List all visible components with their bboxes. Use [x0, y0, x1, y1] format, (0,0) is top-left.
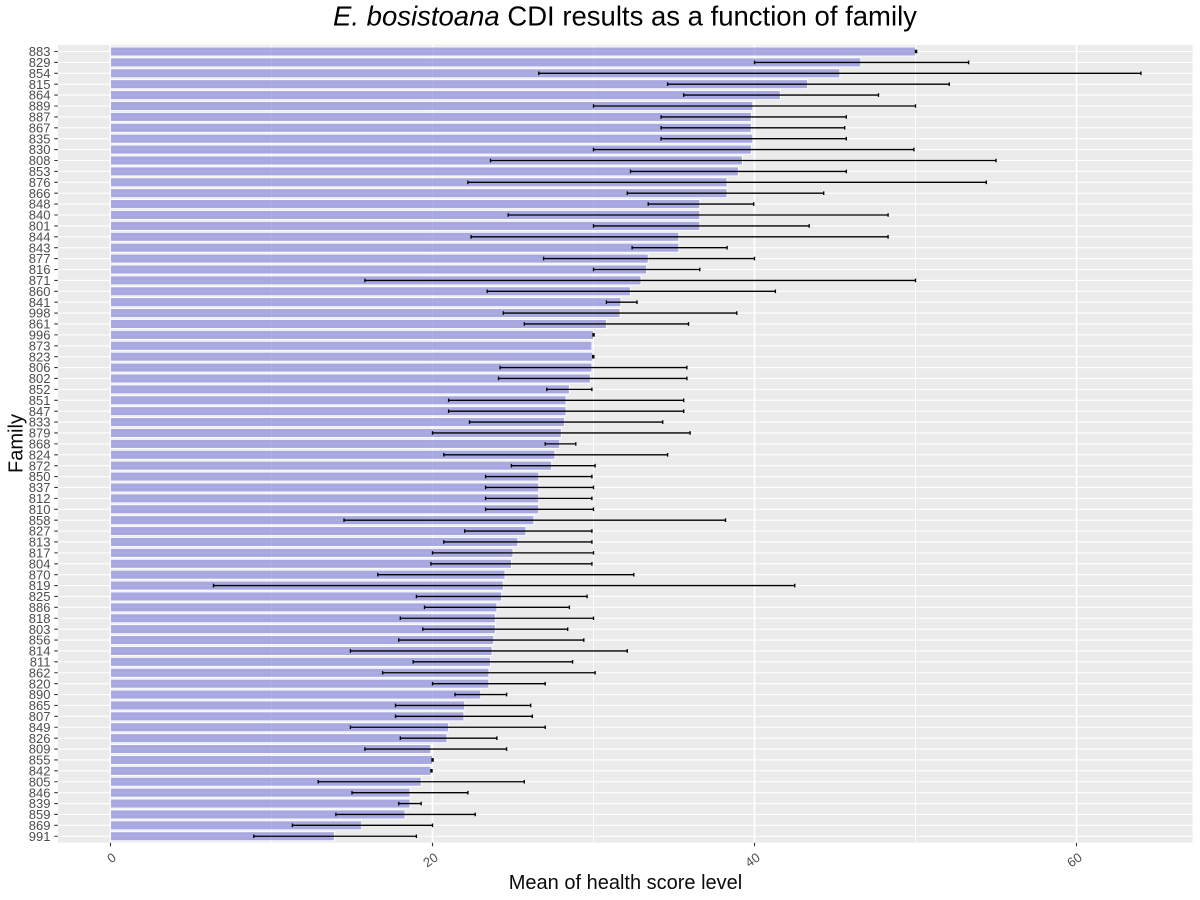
svg-text:801: 801: [29, 218, 51, 233]
svg-text:844: 844: [29, 229, 51, 244]
svg-text:866: 866: [29, 186, 51, 201]
svg-text:853: 853: [29, 164, 51, 179]
svg-text:827: 827: [29, 524, 51, 539]
svg-text:879: 879: [29, 426, 51, 441]
svg-text:848: 848: [29, 197, 51, 212]
svg-text:829: 829: [29, 55, 51, 70]
svg-text:840: 840: [29, 208, 51, 223]
svg-text:886: 886: [29, 600, 51, 615]
svg-text:864: 864: [29, 88, 51, 103]
svg-text:860: 860: [29, 284, 51, 299]
svg-text:856: 856: [29, 633, 51, 648]
svg-text:809: 809: [29, 742, 51, 757]
svg-text:810: 810: [29, 502, 51, 517]
svg-text:847: 847: [29, 404, 51, 419]
svg-text:814: 814: [29, 644, 51, 659]
svg-text:Mean of health score level: Mean of health score level: [509, 872, 742, 894]
svg-text:60: 60: [1064, 850, 1084, 871]
svg-text:816: 816: [29, 262, 51, 277]
svg-text:843: 843: [29, 240, 51, 255]
svg-text:852: 852: [29, 382, 51, 397]
svg-text:839: 839: [29, 796, 51, 811]
svg-text:991: 991: [29, 829, 51, 844]
svg-text:867: 867: [29, 120, 51, 135]
svg-text:E. bosistoana CDI results as a: E. bosistoana CDI results as a function …: [333, 1, 917, 32]
svg-text:812: 812: [29, 491, 51, 506]
svg-text:871: 871: [29, 273, 51, 288]
svg-text:830: 830: [29, 142, 51, 157]
svg-text:868: 868: [29, 436, 51, 451]
svg-text:876: 876: [29, 175, 51, 190]
svg-text:846: 846: [29, 785, 51, 800]
svg-text:815: 815: [29, 77, 51, 92]
svg-text:820: 820: [29, 676, 51, 691]
svg-text:819: 819: [29, 578, 51, 593]
svg-text:806: 806: [29, 360, 51, 375]
svg-text:873: 873: [29, 338, 51, 353]
svg-text:887: 887: [29, 110, 51, 125]
svg-text:20: 20: [420, 850, 440, 871]
svg-text:872: 872: [29, 458, 51, 473]
svg-text:998: 998: [29, 306, 51, 321]
svg-text:802: 802: [29, 371, 51, 386]
svg-text:883: 883: [29, 44, 51, 59]
svg-text:841: 841: [29, 295, 51, 310]
svg-text:824: 824: [29, 447, 51, 462]
svg-text:870: 870: [29, 567, 51, 582]
svg-text:835: 835: [29, 131, 51, 146]
svg-text:825: 825: [29, 589, 51, 604]
svg-text:823: 823: [29, 349, 51, 364]
svg-text:805: 805: [29, 774, 51, 789]
svg-text:849: 849: [29, 720, 51, 735]
svg-text:861: 861: [29, 317, 51, 332]
svg-text:996: 996: [29, 327, 51, 342]
svg-text:837: 837: [29, 480, 51, 495]
svg-text:842: 842: [29, 763, 51, 778]
svg-text:877: 877: [29, 251, 51, 266]
svg-text:40: 40: [742, 850, 762, 871]
svg-text:826: 826: [29, 731, 51, 746]
svg-text:869: 869: [29, 818, 51, 833]
svg-text:833: 833: [29, 415, 51, 430]
svg-text:855: 855: [29, 753, 51, 768]
svg-text:817: 817: [29, 545, 51, 560]
svg-text:811: 811: [30, 654, 51, 669]
svg-text:858: 858: [29, 513, 51, 528]
svg-text:Family: Family: [5, 414, 27, 473]
svg-text:890: 890: [29, 687, 51, 702]
svg-text:818: 818: [29, 611, 51, 626]
svg-text:859: 859: [29, 807, 51, 822]
svg-text:808: 808: [29, 153, 51, 168]
svg-text:889: 889: [29, 99, 51, 114]
svg-text:851: 851: [29, 393, 51, 408]
svg-text:865: 865: [29, 698, 51, 713]
svg-text:850: 850: [29, 469, 51, 484]
svg-text:804: 804: [29, 556, 51, 571]
svg-text:862: 862: [29, 665, 51, 680]
svg-text:803: 803: [29, 622, 51, 637]
svg-text:813: 813: [29, 535, 51, 550]
svg-text:854: 854: [29, 66, 51, 81]
svg-text:807: 807: [29, 709, 51, 724]
